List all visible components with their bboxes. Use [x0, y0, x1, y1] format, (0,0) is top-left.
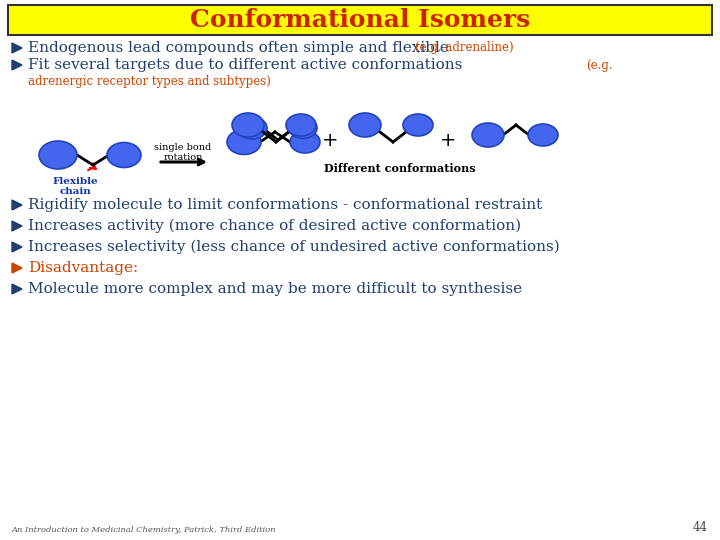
- Polygon shape: [12, 221, 22, 231]
- Text: Different conformations: Different conformations: [324, 164, 476, 174]
- Text: 44: 44: [693, 521, 708, 534]
- Text: Increases selectivity (less chance of undesired active conformations): Increases selectivity (less chance of un…: [28, 240, 559, 254]
- Text: Flexible: Flexible: [52, 178, 98, 186]
- Text: An Introduction to Medicinal Chemistry, Patrick, Third Edition: An Introduction to Medicinal Chemistry, …: [12, 526, 276, 534]
- FancyBboxPatch shape: [8, 5, 712, 35]
- Ellipse shape: [39, 141, 77, 169]
- Text: +: +: [440, 131, 456, 150]
- Polygon shape: [12, 60, 22, 70]
- Polygon shape: [12, 43, 22, 53]
- Text: Disadvantage:: Disadvantage:: [28, 261, 138, 275]
- Text: (e.g.: (e.g.: [586, 58, 613, 71]
- Polygon shape: [12, 242, 22, 252]
- Polygon shape: [12, 200, 22, 210]
- Text: rotation: rotation: [163, 152, 203, 161]
- Ellipse shape: [472, 123, 504, 147]
- Text: (e.g. adrenaline): (e.g. adrenaline): [415, 42, 513, 55]
- Text: Conformational Isomers: Conformational Isomers: [190, 8, 530, 32]
- Ellipse shape: [290, 131, 320, 153]
- Text: +: +: [322, 131, 338, 150]
- Polygon shape: [12, 263, 22, 273]
- Ellipse shape: [227, 130, 261, 154]
- Polygon shape: [12, 284, 22, 294]
- Text: Increases activity (more chance of desired active conformation): Increases activity (more chance of desir…: [28, 219, 521, 233]
- Text: adrenergic receptor types and subtypes): adrenergic receptor types and subtypes): [28, 75, 271, 87]
- Ellipse shape: [107, 143, 141, 167]
- Text: single bond: single bond: [154, 144, 212, 152]
- Text: chain: chain: [59, 187, 91, 197]
- Text: Endogenous lead compounds often simple and flexible: Endogenous lead compounds often simple a…: [28, 41, 454, 55]
- Ellipse shape: [403, 114, 433, 136]
- Ellipse shape: [286, 114, 316, 136]
- Text: Fit several targets due to different active conformations: Fit several targets due to different act…: [28, 58, 462, 72]
- Text: Rigidify molecule to limit conformations - conformational restraint: Rigidify molecule to limit conformations…: [28, 198, 542, 212]
- Text: Molecule more complex and may be more difficult to synthesise: Molecule more complex and may be more di…: [28, 282, 522, 296]
- Ellipse shape: [289, 118, 317, 138]
- Ellipse shape: [237, 117, 267, 139]
- Ellipse shape: [528, 124, 558, 146]
- Ellipse shape: [349, 113, 381, 137]
- Ellipse shape: [232, 113, 264, 137]
